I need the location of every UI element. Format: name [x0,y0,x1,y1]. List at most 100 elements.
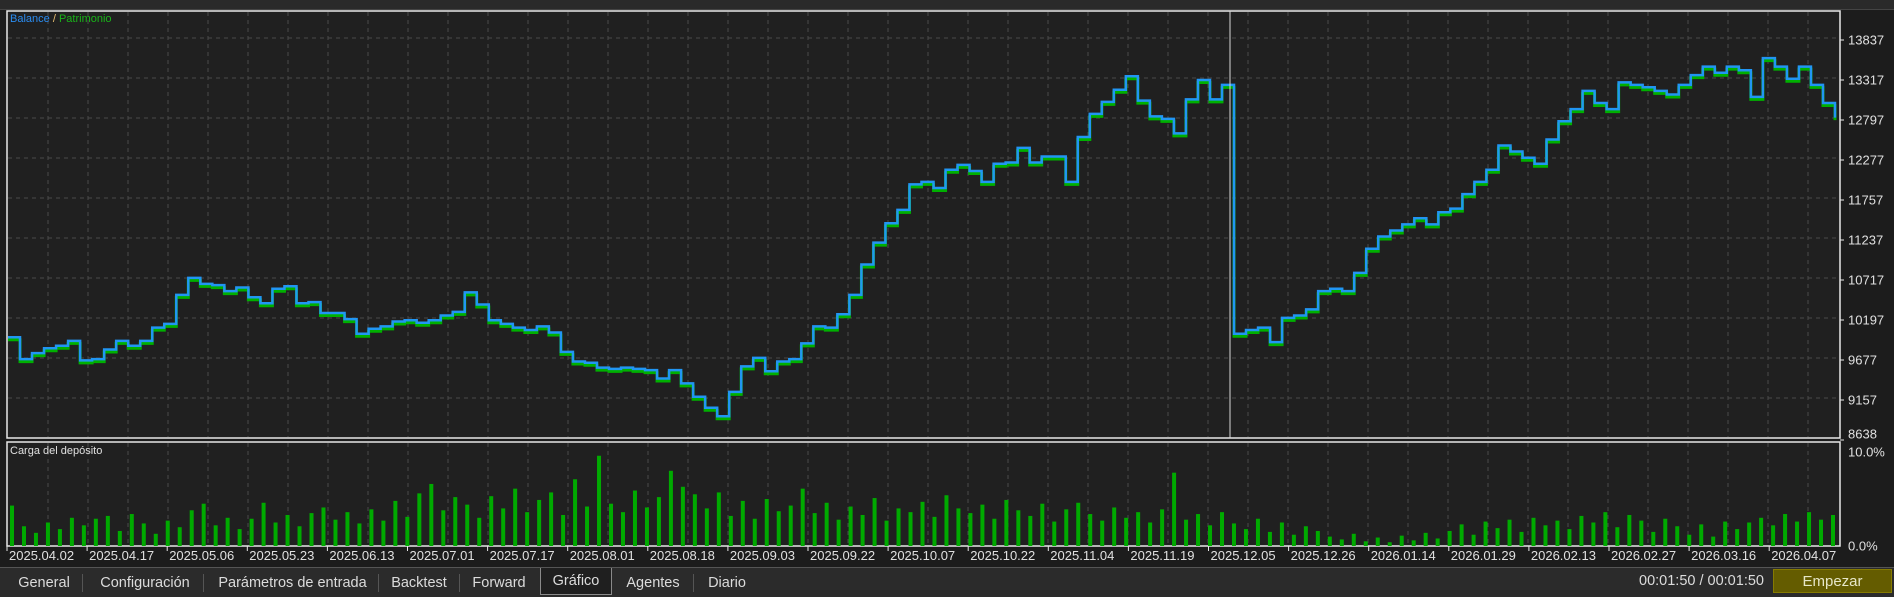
deposit-load-bar [669,471,673,546]
y-axis-label: 9157 [1848,393,1877,408]
deposit-load-bar [70,518,74,546]
deposit-load-bar [968,513,972,546]
y-axis-label: 9677 [1848,353,1877,368]
deposit-load-bar [813,513,817,546]
deposit-load-bar [298,526,302,546]
y-axis-label: 11237 [1848,233,1883,248]
tab-parametros-de-entrada[interactable]: Parámetros de entrada [210,572,375,594]
deposit-load-bar [1124,518,1128,546]
load-axis-bottom-label: 0.0% [1848,539,1878,554]
deposit-load-title: Carga del depósito [10,445,102,457]
deposit-load-bar [765,499,769,546]
deposit-load-bar [166,521,170,546]
deposit-load-bar [1747,523,1751,547]
y-axis-label: 11757 [1848,193,1883,208]
deposit-load-bar [489,496,493,546]
deposit-load-bar [1220,512,1224,546]
deposit-load-bar [705,508,709,546]
deposit-load-bar [333,520,337,546]
deposit-load-bar [657,497,661,546]
x-axis-label: 2026.01.29 [1451,548,1516,563]
deposit-load-bar [956,508,960,546]
deposit-load-bar [741,501,745,546]
deposit-load-bar [1244,529,1248,546]
deposit-load-bar [1651,532,1655,546]
deposit-load-bar [1184,520,1188,546]
x-axis-label: 2025.09.03 [730,548,795,563]
y-axis-label: 12797 [1848,113,1884,128]
deposit-load-bar [1603,512,1607,546]
deposit-load-bar [1256,519,1260,546]
deposit-load-bar [1328,537,1332,546]
deposit-load-bar [1615,527,1619,546]
elapsed-time: 00:01:50 / 00:01:50 [1639,573,1764,589]
x-axis-label: 2025.08.18 [650,548,715,563]
deposit-load-bar [1675,526,1679,546]
deposit-load-bar [944,495,948,546]
tab-backtest[interactable]: Backtest [386,572,452,594]
deposit-load-bar [1831,515,1835,546]
deposit-load-bar [1472,535,1476,546]
deposit-load-bar [22,526,26,546]
x-axis-label: 2025.07.17 [490,548,555,563]
x-axis-label: 2025.07.01 [410,548,475,563]
deposit-load-bar [226,518,230,546]
deposit-load-bar [106,516,110,546]
deposit-load-bar [729,516,733,546]
deposit-load-bar [1064,509,1068,546]
deposit-load-bar [1555,521,1559,546]
deposit-load-bar [202,504,206,546]
deposit-load-bar [777,511,781,546]
deposit-load-bar [1795,522,1799,546]
tab-grafico[interactable]: Gráfico [540,568,612,595]
deposit-load-bar [190,510,194,546]
legend-equity: Patrimonio [59,13,112,25]
deposit-load-bar [1759,518,1763,546]
x-axis-label: 2025.06.13 [329,548,394,563]
deposit-load-bar [10,506,14,546]
x-axis-label: 2025.10.22 [970,548,1035,563]
tab-configuracion[interactable]: Configuración [90,572,200,594]
deposit-load-bar [178,527,182,546]
deposit-load-bar [573,479,577,546]
start-button[interactable]: Empezar [1773,569,1892,593]
tab-general[interactable]: General [12,572,76,594]
x-axis-label: 2026.01.14 [1371,548,1436,563]
tab-agentes[interactable]: Agentes [618,572,688,594]
deposit-load-bar [825,503,829,546]
balance-chart [0,0,1894,566]
deposit-load-bar [34,533,38,546]
tab-separator [203,574,204,592]
deposit-load-bar [1531,518,1535,546]
deposit-load-bar [585,507,589,546]
tab-forward[interactable]: Forward [466,572,532,594]
deposit-load-bar [1460,524,1464,546]
deposit-load-bar [1579,516,1583,546]
x-axis-label: 2026.02.27 [1611,548,1676,563]
x-axis-label: 2025.11.19 [1130,548,1194,563]
deposit-load-bar [58,529,62,546]
x-axis-label: 2026.02.13 [1531,548,1596,563]
deposit-load-bar [717,492,721,546]
deposit-load-bar [405,517,409,546]
deposit-load-bar [274,523,278,547]
deposit-load-bar [753,519,757,546]
deposit-load-bar [1783,514,1787,546]
deposit-load-bar [130,514,134,546]
deposit-load-bar [441,510,445,546]
deposit-load-bar [393,501,397,546]
deposit-load-bar [1316,531,1320,546]
deposit-load-bar [873,498,877,546]
x-axis-label: 2025.05.23 [249,548,314,563]
deposit-load-bar [837,520,841,546]
deposit-load-bar [310,513,314,546]
tab-separator [82,574,83,592]
deposit-load-bar [1304,526,1308,546]
tab-diario[interactable]: Diario [702,572,752,594]
deposit-load-bar [1028,516,1032,546]
deposit-load-bar [801,489,805,546]
x-axis-label: 2025.04.02 [9,548,74,563]
x-axis-label: 2025.12.05 [1211,548,1276,563]
tab-separator [693,574,694,592]
tab-bar: General Configuración Parámetros de entr… [0,567,1894,597]
